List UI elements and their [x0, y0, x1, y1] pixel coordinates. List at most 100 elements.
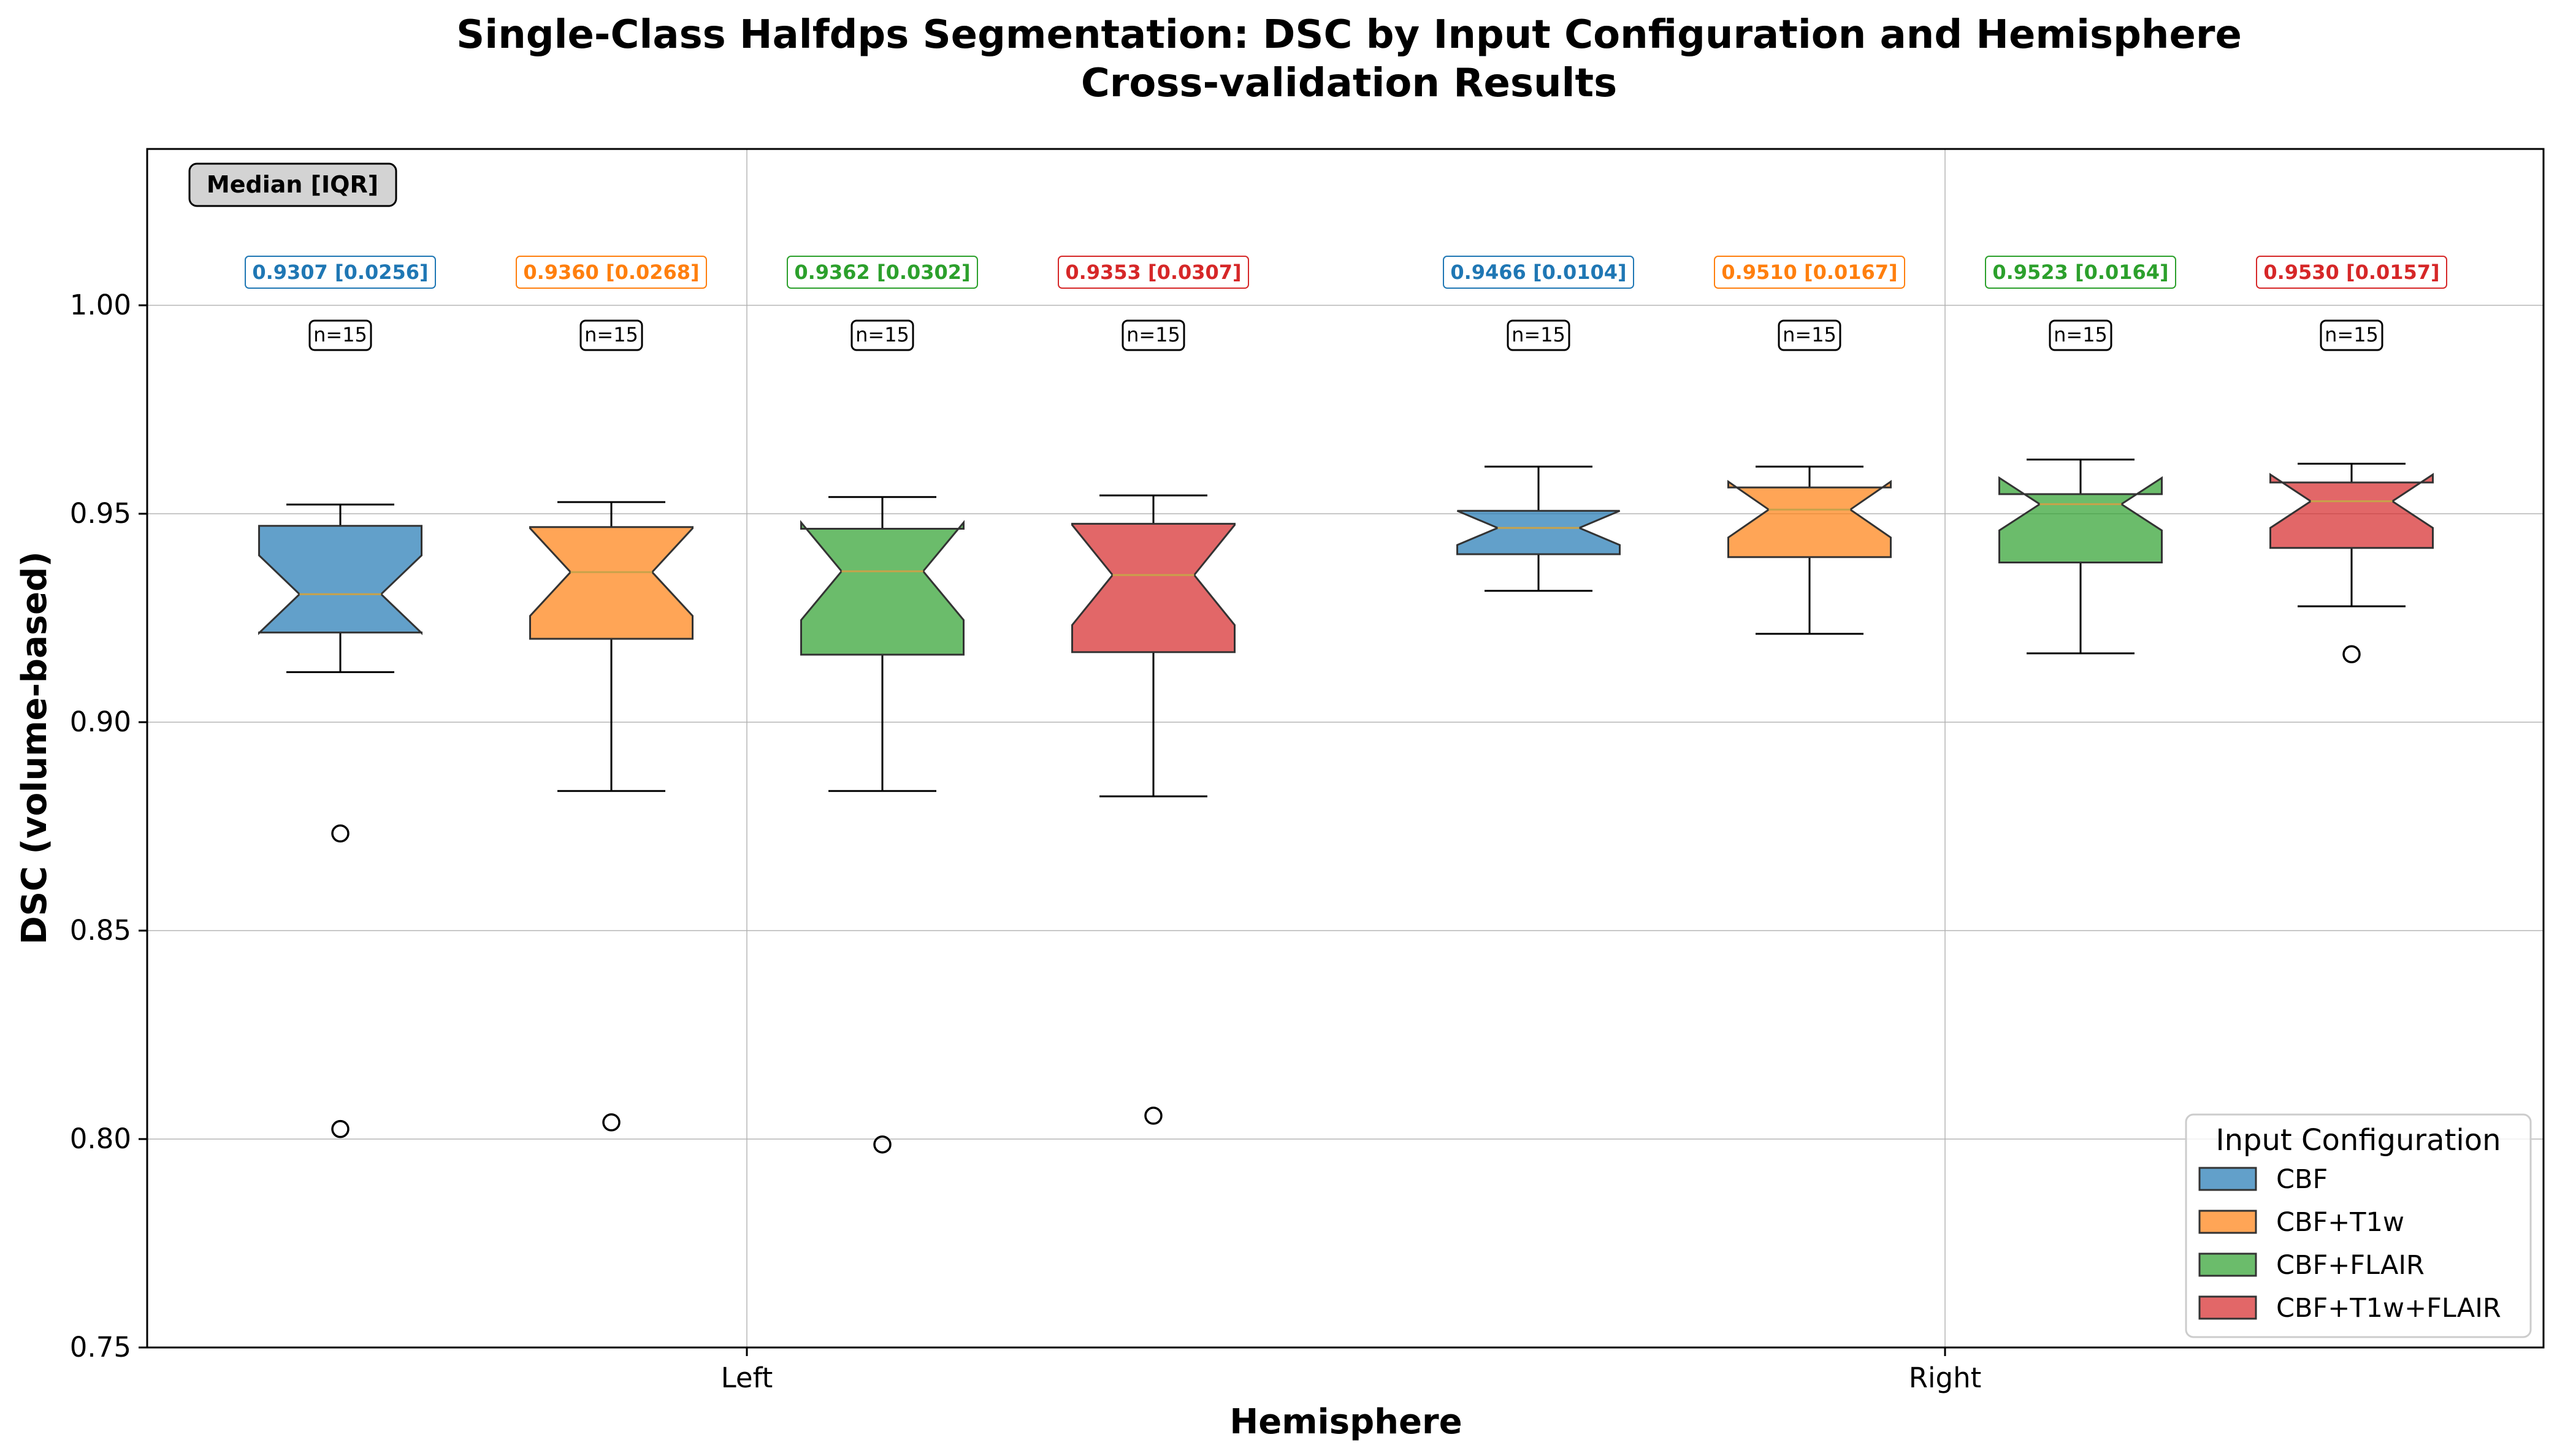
n-label-group: n=15: [579, 319, 643, 351]
stat-label-group: 0.9510 [0.0167]: [1714, 256, 1905, 289]
legend-item: CBF+T1w: [2198, 1207, 2404, 1238]
legend-label: CBF+FLAIR: [2276, 1250, 2425, 1281]
box-plot: [2269, 462, 2434, 663]
box: [1727, 479, 1892, 558]
outlier-point: [331, 824, 350, 843]
y-axis-label: DSC (volume-based): [15, 551, 55, 944]
n-label: n=15: [1783, 323, 1837, 346]
legend: Input Configuration CBFCBF+T1wCBF+FLAIRC…: [2185, 1113, 2532, 1338]
legend-item: CBF+T1w+FLAIR: [2198, 1293, 2501, 1324]
box: [1071, 522, 1236, 654]
stat-label-group: 0.9466 [0.0104]: [1443, 256, 1634, 289]
outlier-point: [1144, 1107, 1163, 1125]
median-iqr-label: 0.9530 [0.0157]: [2263, 261, 2439, 284]
outlier-point: [331, 1119, 350, 1138]
legend-swatch: [2198, 1210, 2257, 1234]
median-iqr-label: 0.9360 [0.0268]: [523, 261, 699, 284]
plot-area-frame: [146, 148, 2545, 1349]
stat-label-box: [1058, 256, 1249, 289]
box-plot: [1998, 459, 2163, 655]
n-label-group: n=15: [1507, 319, 1570, 351]
stat-label-box: [245, 256, 436, 289]
stat-label-group: 0.9523 [0.0164]: [1985, 256, 2176, 289]
median-iqr-label: 0.9466 [0.0104]: [1450, 261, 1626, 284]
stat-label-group: 0.9362 [0.0302]: [787, 256, 978, 289]
n-label-box: [1122, 319, 1185, 351]
n-label: n=15: [584, 323, 638, 346]
n-label-box: [579, 319, 643, 351]
n-label: n=15: [2054, 323, 2108, 346]
stat-label-group: 0.9307 [0.0256]: [245, 256, 436, 289]
median-iqr-label: 0.9510 [0.0167]: [1721, 261, 1897, 284]
legend-title: Input Configuration: [2215, 1123, 2501, 1157]
legend-swatch: [2198, 1167, 2257, 1191]
legend-swatch: [2198, 1295, 2257, 1320]
n-label-box: [1778, 319, 1841, 351]
median-iqr-label: 0.9307 [0.0256]: [252, 261, 428, 284]
y-tick-label: 0.90: [70, 706, 131, 738]
n-label-box: [308, 319, 372, 351]
box-plot: [258, 503, 422, 1138]
n-label: n=15: [1512, 323, 1565, 346]
n-label: n=15: [855, 323, 909, 346]
x-tick-label: Left: [721, 1362, 773, 1394]
n-label-box: [1507, 319, 1570, 351]
stat-label-group: 0.9360 [0.0268]: [516, 256, 707, 289]
n-label-box: [2049, 319, 2112, 351]
annotation-text: Median [IQR]: [207, 171, 378, 198]
stat-label-box: [787, 256, 978, 289]
stat-label-box: [2256, 256, 2447, 289]
y-tick-label: 0.80: [70, 1122, 131, 1155]
n-label-box: [850, 319, 914, 351]
legend-label: CBF: [2276, 1164, 2328, 1195]
n-label: n=15: [2325, 323, 2379, 346]
x-axis-ticks: Left Right: [721, 1347, 1982, 1394]
box: [800, 520, 965, 656]
box: [258, 525, 422, 635]
y-axis-ticks: 0.75 0.80 0.85 0.90 0.95 1.00: [70, 289, 147, 1363]
outlier-point: [2342, 645, 2361, 663]
n-label: n=15: [313, 323, 367, 346]
box-plot: [1456, 465, 1621, 592]
outlier-point: [873, 1135, 892, 1154]
n-label-group: n=15: [850, 319, 914, 351]
legend-frame: [2185, 1113, 2532, 1338]
x-tick-label: Right: [1909, 1362, 1982, 1394]
n-label: n=15: [1126, 323, 1180, 346]
legend-items: CBF CBF+T1w CBF+FLAIR CBF+T1w+FLAIR: [2198, 1164, 2501, 1324]
box-plot: [1071, 494, 1236, 1125]
box: [2269, 473, 2434, 549]
box-plot: [800, 496, 965, 1154]
median-iqr-label: 0.9362 [0.0302]: [794, 261, 970, 284]
median-iqr-labels: 0.9307 [0.0256] n=15 0.9466 [0.0104] n=15 0.…: [245, 256, 2447, 351]
y-tick-label: 0.95: [70, 497, 131, 530]
n-label-group: n=15: [2049, 319, 2112, 351]
legend-item: CBF: [2198, 1164, 2328, 1195]
outlier-point: [602, 1113, 621, 1132]
legend-label: CBF+T1w+FLAIR: [2276, 1293, 2501, 1324]
box-plot: [1727, 465, 1892, 635]
n-label-box: [2320, 319, 2383, 351]
n-label-group: n=15: [2320, 319, 2383, 351]
median-iqr-label: 0.9523 [0.0164]: [1992, 261, 2168, 284]
legend-label: CBF+T1w: [2276, 1207, 2404, 1238]
stat-label-group: 0.9530 [0.0157]: [2256, 256, 2447, 289]
n-label-group: n=15: [1778, 319, 1841, 351]
y-tick-label: 1.00: [70, 289, 131, 321]
box-plot: [529, 501, 694, 1132]
y-tick-label: 0.85: [70, 914, 131, 947]
legend-swatch: [2198, 1252, 2257, 1277]
chart-subtitle: Cross-validation Results: [1081, 61, 1617, 106]
n-label-group: n=15: [308, 319, 372, 351]
box: [1456, 509, 1621, 555]
stat-label-box: [1985, 256, 2176, 289]
n-label-group: n=15: [1122, 319, 1185, 351]
box: [1998, 476, 2163, 564]
box-plots: [258, 459, 2434, 1154]
x-axis-label: Hemisphere: [1229, 1402, 1462, 1442]
median-iqr-label: 0.9353 [0.0307]: [1065, 261, 1241, 284]
stat-label-box: [1443, 256, 1634, 289]
legend-item: CBF+FLAIR: [2198, 1250, 2425, 1281]
